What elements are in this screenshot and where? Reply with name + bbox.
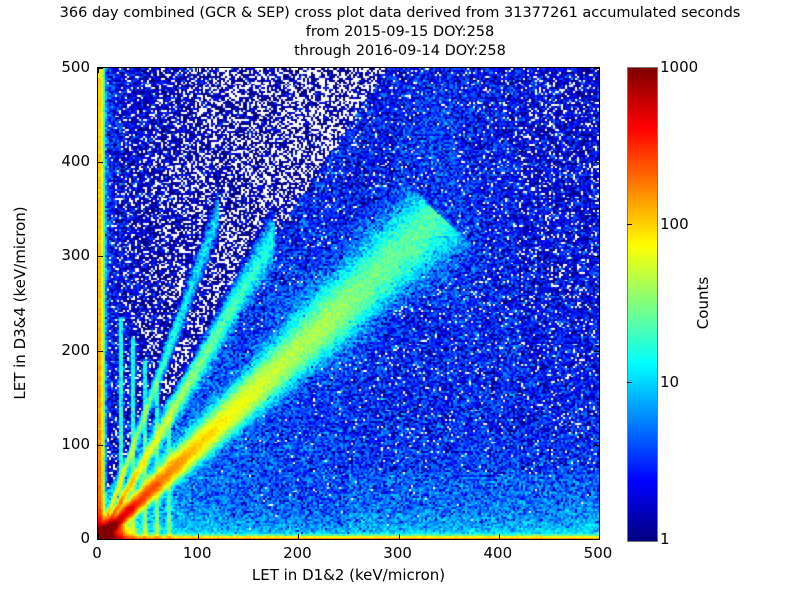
y-axis-label: LET in D3&4 (keV/micron) — [11, 206, 29, 400]
x-tick-mark — [398, 68, 400, 73]
colorbar-tick-mark — [627, 381, 632, 383]
colorbar-tick-label: 1000 — [660, 58, 699, 76]
y-tick-mark — [98, 539, 103, 540]
y-tick-mark — [594, 162, 599, 164]
y-tick-label: 400 — [61, 152, 90, 171]
y-tick-mark — [594, 256, 599, 258]
y-tick-label: 100 — [61, 434, 90, 453]
x-tick-mark — [498, 68, 500, 73]
colorbar-axis-label: Counts — [694, 276, 712, 330]
x-tick-mark — [198, 68, 200, 73]
x-tick-label: 200 — [283, 544, 312, 562]
colorbar-gradient — [627, 67, 658, 542]
y-tick-label: 500 — [61, 58, 90, 76]
x-tick-mark — [599, 534, 600, 539]
x-tick-label: 300 — [383, 544, 412, 562]
colorbar-tick-label: 10 — [660, 372, 680, 391]
density-scatter-plot — [98, 68, 599, 539]
x-tick-label: 400 — [483, 544, 513, 562]
x-tick-mark — [98, 534, 99, 539]
title-line-3: through 2016-09-14 DOY:258 — [294, 43, 506, 59]
colorbar-tick-label: 1 — [660, 530, 670, 548]
chart-title: 366 day combined (GCR & SEP) cross plot … — [0, 4, 800, 61]
colorbar-tick-label: 100 — [660, 215, 689, 234]
x-tick-mark — [198, 534, 200, 539]
colorbar-tick-mark — [627, 224, 632, 226]
colorbar — [627, 67, 658, 542]
y-tick-label: 300 — [61, 246, 90, 265]
y-tick-mark — [98, 350, 103, 352]
x-tick-mark — [98, 68, 99, 73]
y-tick-mark — [98, 444, 103, 446]
y-tick-mark — [98, 68, 103, 69]
x-tick-label: 0 — [92, 544, 102, 562]
title-line-1: 366 day combined (GCR & SEP) cross plot … — [59, 5, 741, 21]
y-tick-mark — [98, 256, 103, 258]
x-tick-mark — [398, 534, 400, 539]
x-tick-label: 100 — [182, 544, 212, 562]
x-tick-label: 500 — [583, 544, 613, 562]
x-axis-label: LET in D1&2 (keV/micron) — [251, 566, 446, 584]
y-tick-mark — [594, 539, 599, 540]
y-tick-mark — [98, 162, 103, 164]
y-tick-label: 200 — [61, 340, 90, 359]
y-tick-mark — [594, 444, 599, 446]
x-tick-mark — [298, 534, 300, 539]
x-tick-mark — [298, 68, 300, 73]
title-line-2: from 2015-09-15 DOY:258 — [305, 24, 495, 40]
y-tick-mark — [594, 350, 599, 352]
x-tick-mark — [498, 534, 500, 539]
y-tick-label: 0 — [80, 529, 90, 547]
y-tick-mark — [594, 68, 599, 69]
x-tick-mark — [599, 68, 600, 73]
plot-axes-frame — [97, 67, 600, 540]
